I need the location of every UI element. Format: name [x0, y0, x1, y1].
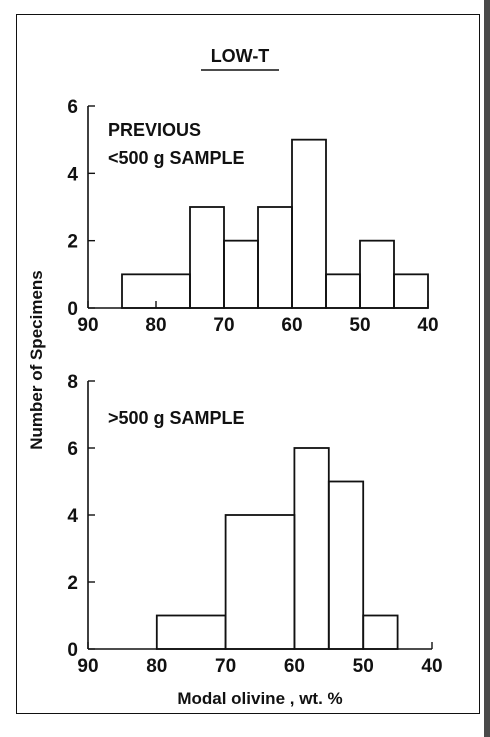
histogram-bar — [327, 480, 365, 650]
panel-annotation: PREVIOUS — [108, 120, 201, 140]
y-tick-label: 2 — [67, 232, 78, 253]
histogram-bar — [293, 447, 330, 650]
x-tick-label: 70 — [213, 315, 234, 336]
y-tick-label: 8 — [67, 372, 78, 393]
x-axis-label: Modal olivine , wt. % — [177, 689, 342, 708]
x-tick-label: 80 — [145, 315, 166, 336]
y-axis-label: Number of Specimens — [27, 270, 46, 450]
histogram-panel-large-sample: 0 2 4 6 8 90 80 70 60 50 40 >500 g SAMPLE — [67, 372, 442, 677]
histogram-bar — [291, 138, 327, 309]
x-tick-label: 60 — [284, 656, 305, 677]
x-tick-label: 80 — [146, 656, 167, 677]
histogram-panel-previous: 0 2 4 6 90 80 70 60 50 40 PREVIOUS <500 g SAMPLE — [67, 97, 438, 336]
histogram-bar — [155, 614, 227, 650]
y-tick-label: 6 — [67, 439, 78, 460]
histogram-bar — [257, 206, 293, 309]
histogram-bar — [224, 514, 296, 650]
chart-title: LOW-T — [211, 46, 270, 66]
scan-edge — [484, 0, 490, 737]
y-tick-label: 6 — [67, 97, 78, 118]
x-tick-label: 40 — [421, 656, 442, 677]
y-tick-label: 2 — [67, 573, 78, 594]
histogram-bar — [362, 614, 399, 650]
x-tick-label: 90 — [77, 656, 98, 677]
x-tick-label: 40 — [417, 315, 438, 336]
y-tick-label: 4 — [67, 164, 78, 185]
x-tick-label: 50 — [349, 315, 370, 336]
y-tick-label: 0 — [67, 640, 78, 661]
histogram-bar — [393, 273, 429, 309]
x-tick-label: 60 — [281, 315, 302, 336]
histogram-bar — [223, 239, 259, 309]
panel-annotation: <500 g SAMPLE — [108, 148, 245, 168]
histogram-bar — [325, 273, 361, 309]
y-tick-label: 0 — [67, 299, 78, 320]
x-tick-label: 50 — [353, 656, 374, 677]
y-tick-label: 4 — [67, 506, 78, 527]
x-tick-label: 70 — [215, 656, 236, 677]
histogram-bar — [359, 239, 395, 309]
figure-border — [16, 14, 480, 714]
panel-annotation: >500 g SAMPLE — [108, 408, 245, 428]
x-tick-label: 90 — [77, 315, 98, 336]
histogram-bar — [189, 206, 225, 309]
